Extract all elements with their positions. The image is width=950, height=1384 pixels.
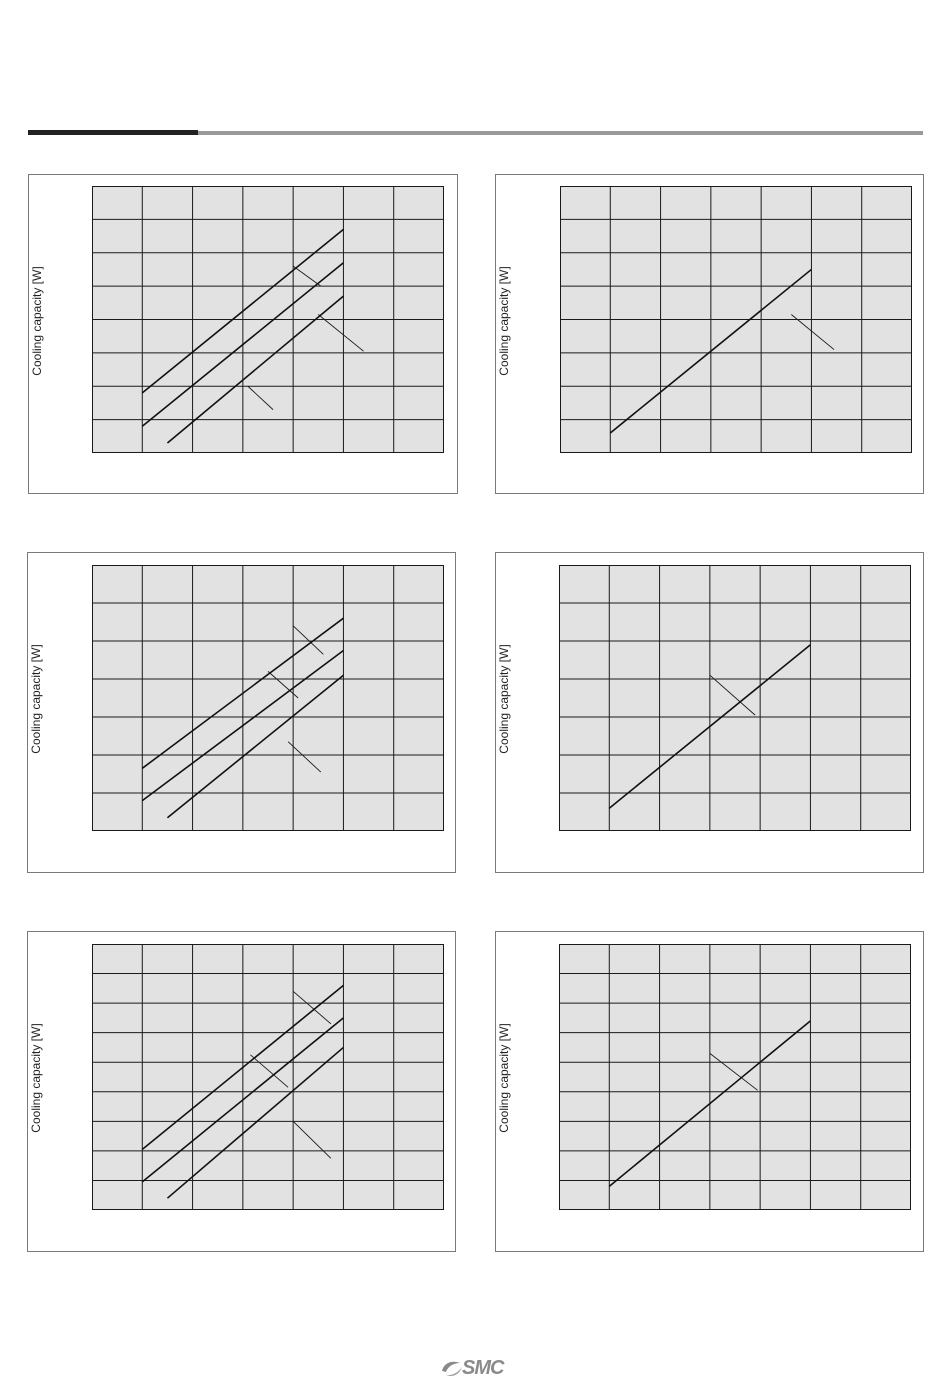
chart-panel-6: Cooling capacity [W] (495, 931, 924, 1252)
header-rule-dark (28, 130, 198, 135)
annotation-leader-line (292, 990, 332, 1025)
annotation-leader-line (292, 265, 322, 287)
plot-border (92, 565, 444, 831)
smc-logo: SMC (440, 1357, 516, 1381)
annotation-leader-line (791, 314, 835, 350)
chart-panel-5: Cooling capacity [W] (27, 931, 456, 1252)
annotation-leader-line (318, 314, 364, 352)
brand-name: SMC (462, 1357, 504, 1379)
annotation-leader-line (709, 674, 756, 716)
series-line-1 (141, 228, 344, 394)
series-line-3 (166, 1046, 344, 1199)
annotation-leader-line (247, 385, 274, 410)
y-axis-label-text: Cooling capacity [W] (497, 644, 511, 754)
chart-panel-4: Cooling capacity [W] (495, 552, 924, 873)
plot-area (560, 186, 912, 453)
annotation-leader-line (250, 1054, 289, 1088)
y-axis-label: Cooling capacity [W] (497, 644, 511, 753)
series-line-1 (141, 617, 344, 769)
y-axis-label-text: Cooling capacity [W] (30, 265, 44, 376)
series-line-2 (141, 262, 344, 427)
series-line-2 (141, 1017, 344, 1183)
plot-area (92, 944, 444, 1210)
plot-area (559, 944, 911, 1210)
series-line-3 (166, 295, 344, 444)
plot-border (559, 565, 911, 831)
plot-background (92, 565, 444, 831)
smc-logo-icon (442, 1361, 462, 1377)
plot-border (92, 186, 444, 453)
annotation-leader-line (292, 625, 324, 655)
series-line-1 (608, 644, 811, 809)
y-axis-label-text: Cooling capacity [W] (29, 1023, 43, 1133)
annotation-leader-line (287, 741, 322, 773)
series-line-1 (608, 1020, 811, 1187)
plot-border (92, 944, 444, 1210)
series-line-1 (141, 984, 344, 1151)
annotation-leader-line (292, 1121, 332, 1159)
y-axis-label-text: Cooling capacity [W] (497, 265, 511, 376)
chart-panel-3: Cooling capacity [W] (27, 552, 456, 873)
y-axis-label-text: Cooling capacity [W] (29, 644, 43, 754)
chart-panel-1: Cooling capacity [W] (28, 174, 458, 494)
plot-border (559, 944, 911, 1210)
plot-background (559, 944, 911, 1210)
plot-background (92, 944, 444, 1210)
y-axis-label: Cooling capacity [W] (29, 1023, 43, 1132)
plot-background (559, 565, 911, 831)
plot-border (560, 186, 912, 453)
series-line-1 (609, 268, 812, 434)
y-axis-label: Cooling capacity [W] (497, 1023, 511, 1132)
series-line-2 (141, 649, 344, 802)
y-axis-label-text: Cooling capacity [W] (497, 1023, 511, 1133)
plot-area (92, 186, 444, 453)
series-line-3 (166, 674, 344, 819)
chart-panel-2: Cooling capacity [W] (495, 174, 924, 494)
annotation-leader-line (709, 1052, 758, 1091)
y-axis-label: Cooling capacity [W] (30, 266, 44, 375)
y-axis-label: Cooling capacity [W] (497, 266, 511, 375)
plot-area (559, 565, 911, 831)
y-axis-label: Cooling capacity [W] (29, 644, 43, 753)
annotation-leader-line (267, 671, 299, 699)
plot-area (92, 565, 444, 831)
header-rule-grey (198, 131, 923, 135)
